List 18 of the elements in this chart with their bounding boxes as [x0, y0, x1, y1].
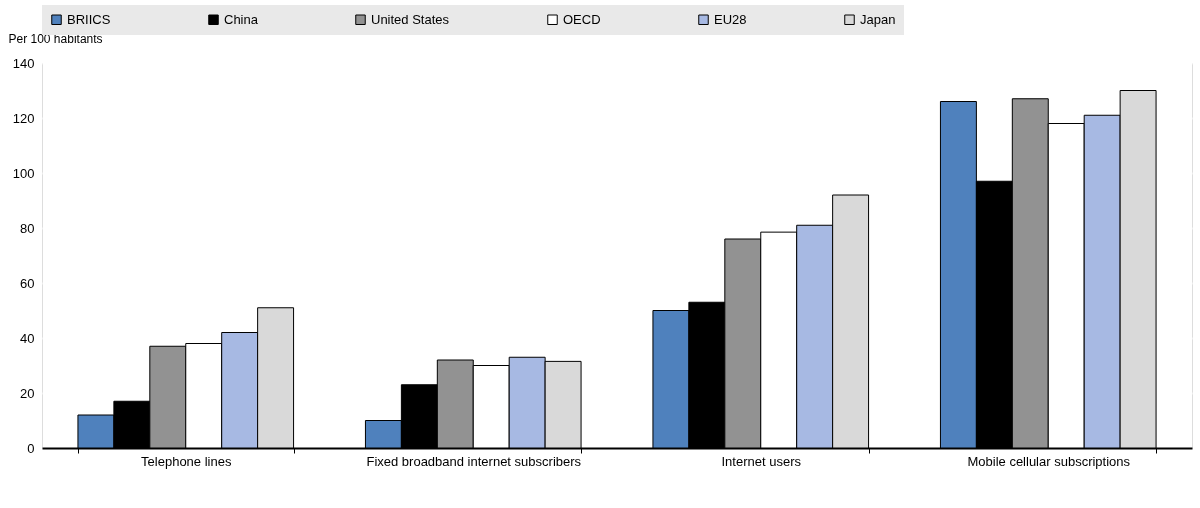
legend-label: BRIICS [67, 11, 111, 27]
y-tick-label: 0 [27, 440, 35, 456]
y-tick-label: 80 [20, 220, 35, 236]
y-tick-label: 40 [20, 330, 35, 346]
y-tick-label: 60 [20, 275, 35, 291]
y-tick-label: 120 [12, 110, 35, 126]
y-tick-label: 100 [12, 165, 35, 181]
x-tick-label: Internet users [721, 453, 802, 469]
legend-label: EU28 [714, 11, 747, 27]
x-tick-label: Fixed broadband internet subscribers [366, 453, 582, 469]
legend-label: China [224, 11, 259, 27]
y-tick-label: 20 [20, 385, 35, 401]
x-tick-label: Telephone lines [141, 453, 232, 469]
x-tick-label: Mobile cellular subscriptions [967, 453, 1131, 469]
legend-label: Japan [860, 11, 896, 27]
legend-label: OECD [563, 11, 601, 27]
legend-label: United States [371, 11, 450, 27]
y-tick-label: 140 [12, 55, 35, 71]
